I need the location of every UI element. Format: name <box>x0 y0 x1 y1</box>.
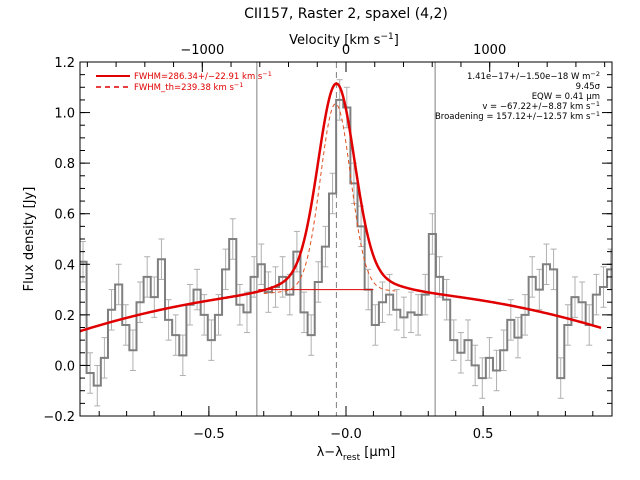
top-axis-title: Velocity [km s−1] <box>289 32 399 48</box>
top-tick-label: 1000 <box>473 43 506 58</box>
annotation-line: 9.45σ <box>576 82 601 92</box>
axes: −0.5 −0.0 0.5 −1000 0 1000 −0.2 0.0 0.2 0.4 0.6 0.8… <box>43 43 612 442</box>
annotation-line: v = −67.22+/−8.87 km s−1 <box>482 100 600 112</box>
x-tick-label: 0.5 <box>473 427 494 442</box>
y-tick-label: −0.2 <box>43 410 75 425</box>
chart-title: CII157, Raster 2, spaxel (4,2) <box>244 6 448 22</box>
y-tick-label: 1.2 <box>54 56 75 71</box>
x-tick-label: −0.5 <box>193 427 225 442</box>
legend: FWHM=286.34+/−22.91 km s−1FWHM_th=239.38… <box>96 70 272 93</box>
x-axis-title: λ−λrest [μm] <box>317 445 396 463</box>
legend-label: FWHM=286.34+/−22.91 km s−1 <box>134 70 272 82</box>
fit-th-curve <box>263 103 396 295</box>
y-tick-label: 0.0 <box>54 359 75 374</box>
top-tick-label: −1000 <box>180 43 224 58</box>
y-tick-label: 0.2 <box>54 309 75 324</box>
annotation-line: EQW = 0.41 μm <box>532 92 600 102</box>
y-tick-label: 0.4 <box>54 258 75 273</box>
x-tick-label: −0.0 <box>330 427 362 442</box>
annotation-line: Broadening = 157.12+/−12.57 km s−1 <box>435 110 600 122</box>
y-axis-title: Flux density [Jy] <box>22 187 37 292</box>
plot-area <box>80 62 612 416</box>
y-tick-label: 0.6 <box>54 208 75 223</box>
y-tick-label: 0.8 <box>54 157 75 172</box>
top-tick-label: 0 <box>342 43 350 58</box>
fit-curve <box>80 82 602 333</box>
annotation-line: 1.41e−17+/−1.50e−18 W m−2 <box>467 70 600 82</box>
spectrum-steps <box>80 98 612 387</box>
y-tick-label: 1.0 <box>54 107 75 122</box>
legend-label: FWHM_th=239.38 km s−1 <box>134 81 243 93</box>
